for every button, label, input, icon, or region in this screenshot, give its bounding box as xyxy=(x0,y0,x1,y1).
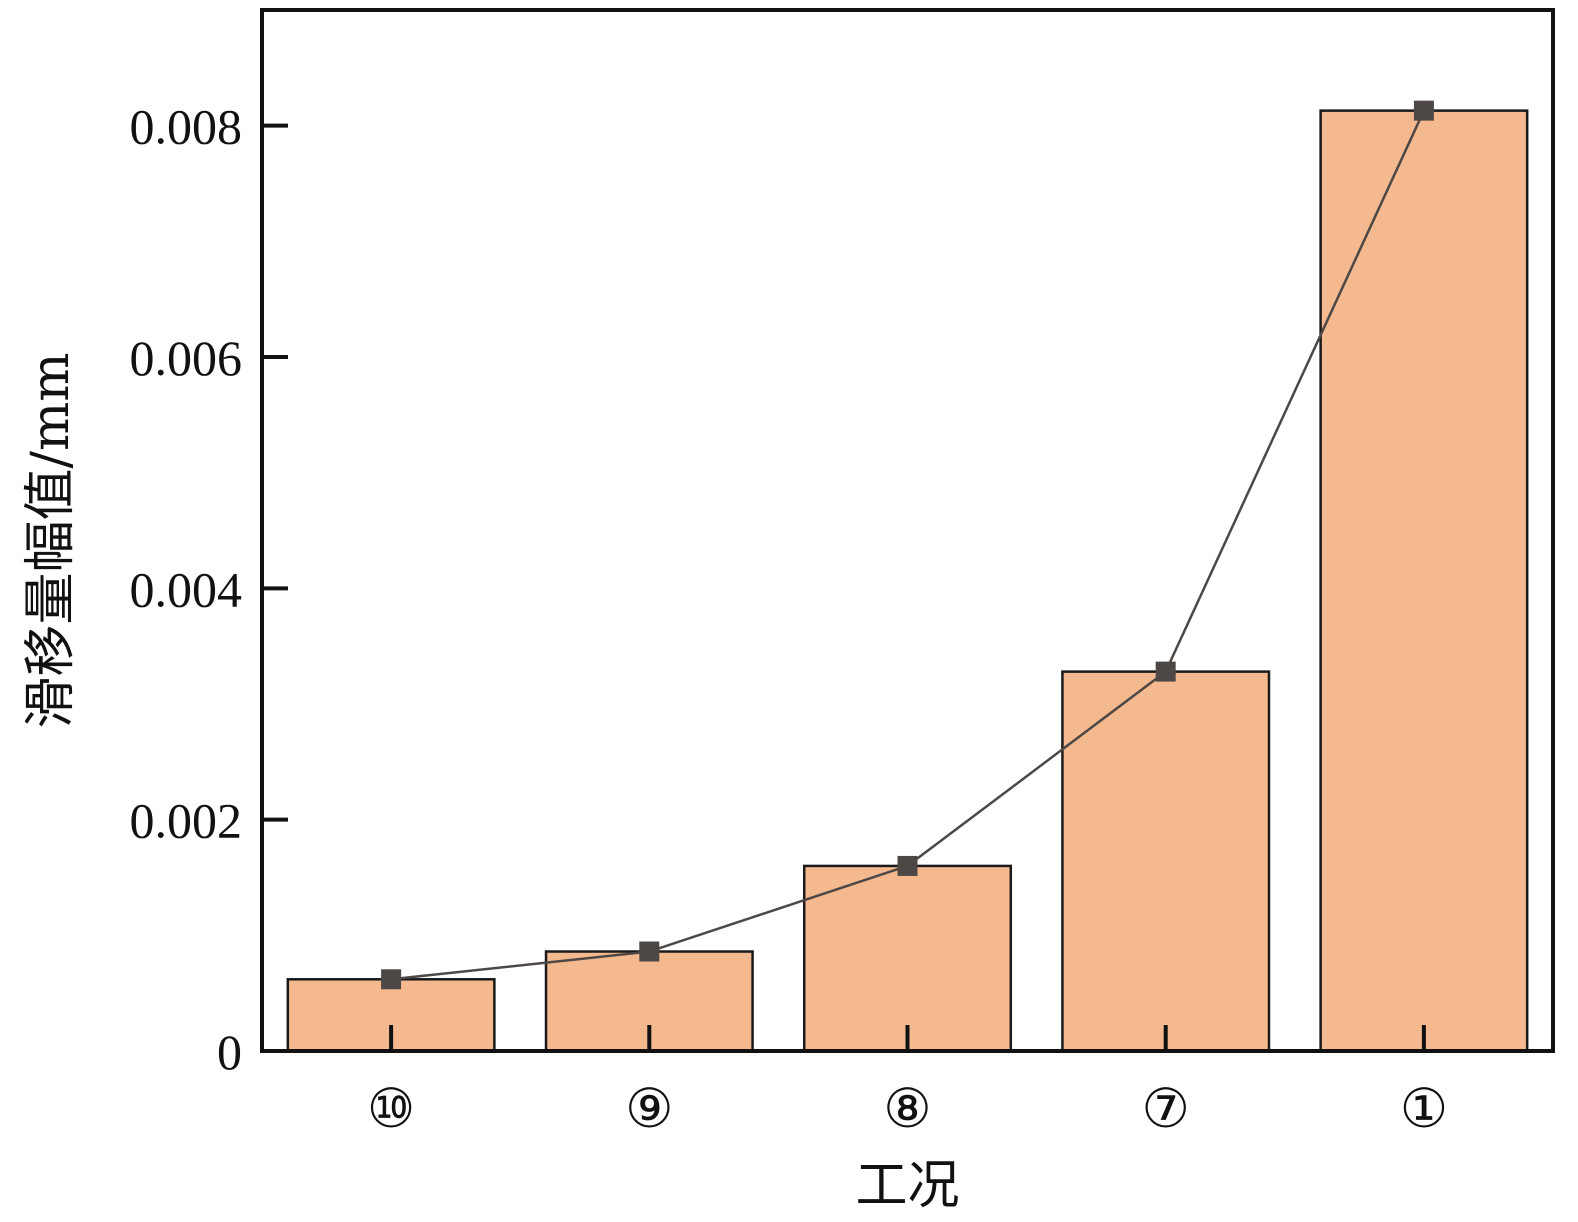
series-line-group xyxy=(381,100,1434,990)
x-ticks-group xyxy=(389,1025,1426,1051)
y-tick-label-3: 0.004 xyxy=(130,561,243,617)
x-tick-label-3: ⑧ xyxy=(883,1077,931,1140)
bars-group xyxy=(286,109,1529,1053)
y-tick-label-4: 0.006 xyxy=(130,330,243,386)
x-tick-labels-group: ⑩ ⑨ ⑧ ⑦ ① xyxy=(367,1077,1448,1140)
y-axis-label: 滑移量幅值/mm xyxy=(21,352,81,728)
bar-5 xyxy=(1319,109,1529,1053)
x-tick-label-2: ⑨ xyxy=(625,1077,673,1140)
series-marker-4 xyxy=(1155,661,1176,682)
series-marker-3 xyxy=(897,855,918,876)
y-ticks-group xyxy=(262,123,288,1053)
plot-frame xyxy=(260,8,1555,1053)
x-axis-label: 工况 xyxy=(855,1156,959,1216)
series-marker-2 xyxy=(639,941,660,962)
bar-4 xyxy=(1061,670,1271,1053)
series-marker-1 xyxy=(381,969,402,990)
series-marker-5 xyxy=(1413,100,1434,121)
y-tick-label-1: 0 xyxy=(217,1024,242,1080)
x-tick-label-4: ⑦ xyxy=(1141,1077,1189,1140)
x-tick-label-5: ① xyxy=(1400,1077,1448,1140)
y-tick-label-2: 0.002 xyxy=(130,793,243,849)
y-tick-label-5: 0.008 xyxy=(130,99,243,155)
bar-3 xyxy=(802,864,1013,1053)
y-tick-labels-group: 0 0.002 0.004 0.006 0.008 xyxy=(130,99,243,1080)
x-tick-label-1: ⑩ xyxy=(367,1077,415,1140)
